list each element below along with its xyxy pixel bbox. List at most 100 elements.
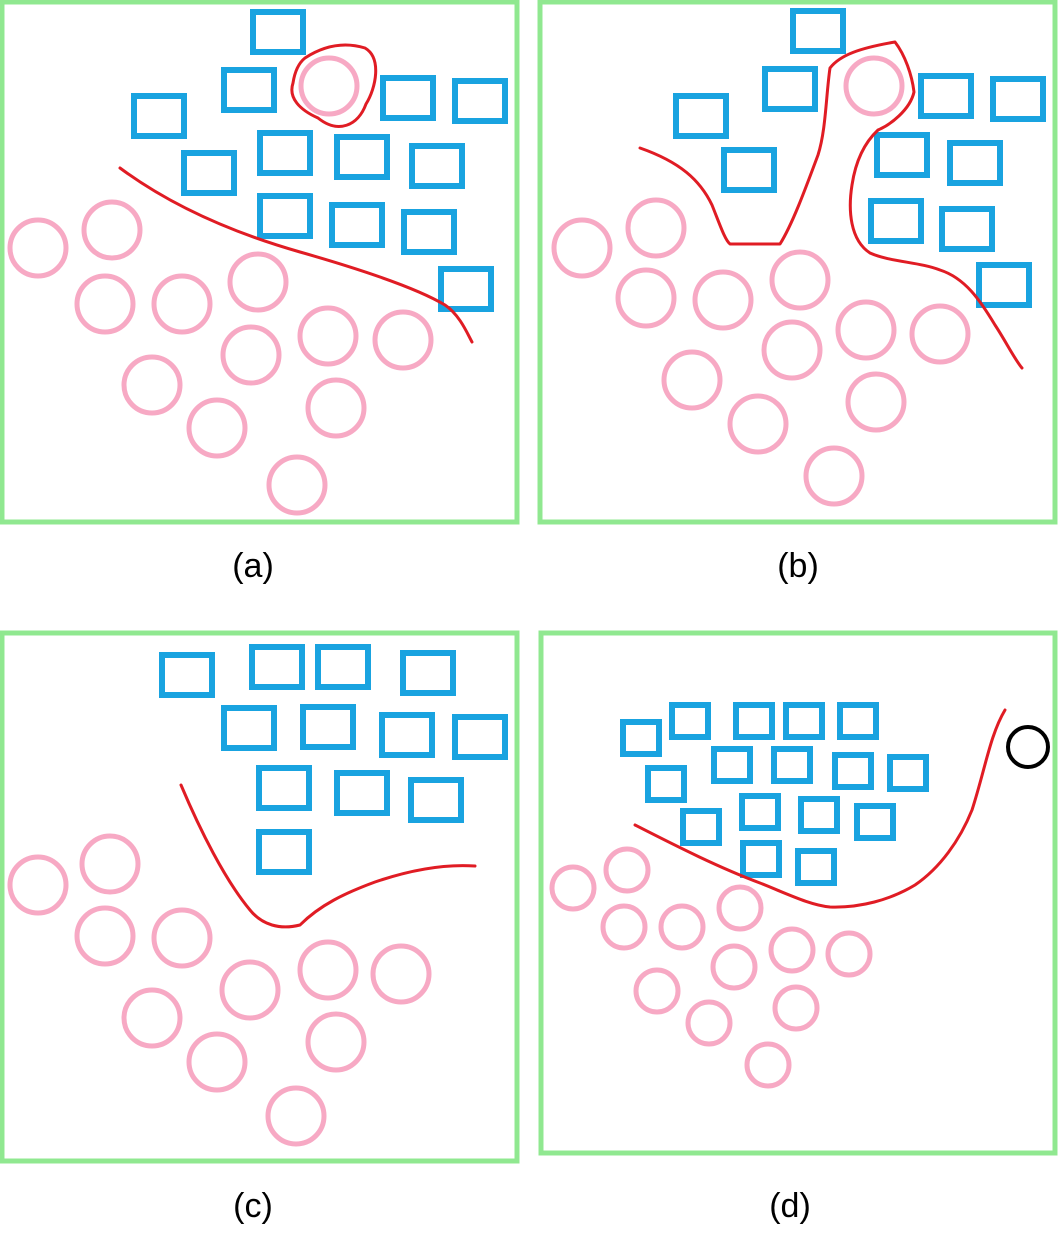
circle-sample xyxy=(7,217,69,279)
panel-frame xyxy=(0,630,520,1164)
square-sample xyxy=(379,712,435,758)
square-sample xyxy=(990,76,1046,122)
circle-sample xyxy=(835,299,897,361)
caption-d: (d) xyxy=(769,1187,811,1225)
panel-frame xyxy=(538,630,1058,1156)
square-sample xyxy=(250,9,306,55)
square-sample xyxy=(620,719,662,757)
square-sample xyxy=(438,266,494,312)
circle-sample xyxy=(372,309,434,371)
square-sample xyxy=(733,702,775,740)
decision-boundary xyxy=(633,708,1007,909)
circle-sample xyxy=(769,249,831,311)
circle-sample xyxy=(716,884,764,932)
circle-sample xyxy=(710,943,758,991)
circle-sample xyxy=(692,269,754,331)
square-sample xyxy=(868,198,924,244)
panel-a xyxy=(0,0,520,525)
caption-a: (a) xyxy=(232,547,274,585)
square-sample xyxy=(680,808,722,846)
square-sample xyxy=(221,67,277,113)
circle-sample xyxy=(625,197,687,259)
circle-sample xyxy=(744,1041,792,1089)
square-sample xyxy=(854,803,896,841)
square-sample xyxy=(400,650,456,696)
square-sample xyxy=(669,702,711,740)
square-sample xyxy=(315,644,371,690)
square-sample xyxy=(832,752,874,790)
circle-sample xyxy=(74,273,136,335)
circle-sample xyxy=(297,305,359,367)
square-sample xyxy=(976,262,1032,308)
square-sample xyxy=(329,202,385,248)
panel-b xyxy=(537,0,1058,525)
caption-c: (c) xyxy=(233,1187,273,1225)
square-sample xyxy=(256,829,312,875)
square-sample xyxy=(947,140,1003,186)
square-sample xyxy=(256,765,312,811)
square-sample xyxy=(131,93,187,139)
decision-boundary xyxy=(118,166,474,344)
circle-sample xyxy=(7,854,69,916)
square-sample xyxy=(334,770,390,816)
circle-sample xyxy=(658,903,706,951)
circle-sample xyxy=(615,267,677,329)
square-sample xyxy=(159,652,215,698)
caption-b: (b) xyxy=(777,547,819,585)
circle-sample xyxy=(151,907,213,969)
square-sample xyxy=(798,796,840,834)
circle-sample xyxy=(219,959,281,1021)
square-sample xyxy=(645,765,687,803)
square-sample xyxy=(739,793,781,831)
circle-sample xyxy=(661,349,723,411)
square-sample xyxy=(837,702,879,740)
circle-sample xyxy=(843,55,905,117)
square-sample xyxy=(771,746,813,784)
circle-sample xyxy=(633,967,681,1015)
square-sample xyxy=(408,777,464,823)
circle-sample xyxy=(727,393,789,455)
circle-sample xyxy=(305,377,367,439)
circle-sample xyxy=(298,55,360,117)
square-sample xyxy=(334,134,390,180)
circle-sample xyxy=(121,354,183,416)
square-sample xyxy=(452,78,508,124)
square-sample xyxy=(790,8,846,54)
square-sample xyxy=(795,848,837,886)
square-sample xyxy=(221,705,277,751)
square-sample xyxy=(409,143,465,189)
square-sample xyxy=(673,93,729,139)
circle-sample xyxy=(603,846,651,894)
square-sample xyxy=(783,702,825,740)
square-sample xyxy=(721,147,777,193)
circle-sample xyxy=(186,1031,248,1093)
circle-sample xyxy=(761,319,823,381)
decision-boundary xyxy=(638,40,1024,370)
decision-boundary xyxy=(290,43,378,128)
circle-sample xyxy=(79,833,141,895)
circle-sample xyxy=(227,251,289,313)
square-sample xyxy=(249,644,305,690)
circle-sample xyxy=(768,926,816,974)
circle-sample xyxy=(74,905,136,967)
circle-sample xyxy=(370,943,432,1005)
circle-sample xyxy=(551,217,613,279)
panel-frame xyxy=(537,0,1058,525)
square-sample xyxy=(887,754,929,792)
panel-c xyxy=(0,630,520,1164)
circle-sample xyxy=(220,324,282,386)
square-sample xyxy=(918,73,974,119)
square-sample xyxy=(939,206,995,252)
square-sample xyxy=(401,209,457,255)
circle-sample xyxy=(266,454,328,516)
circle-sample xyxy=(81,199,143,261)
circle-sample xyxy=(845,371,907,433)
square-sample xyxy=(874,132,930,178)
square-sample xyxy=(257,130,313,176)
circle-sample xyxy=(186,397,248,459)
circle-sample xyxy=(265,1085,327,1147)
circle-sample xyxy=(772,984,820,1032)
square-sample xyxy=(300,704,356,750)
